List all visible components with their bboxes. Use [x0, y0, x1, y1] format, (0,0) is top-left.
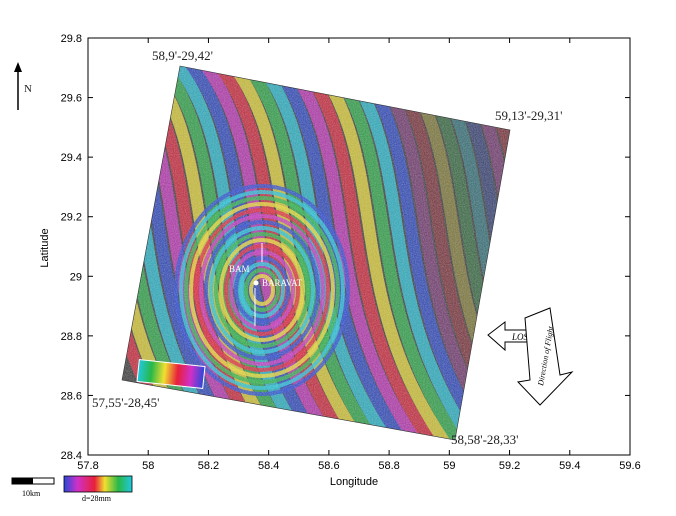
flight-direction-arrow: Direction of Flight [516, 307, 574, 406]
y-tick-label: 29.2 [61, 212, 82, 224]
y-tick-label: 29.8 [61, 33, 82, 45]
y-tick-label: 28.8 [61, 331, 82, 343]
y-axis-label: Latitude [39, 228, 51, 267]
x-ticks: 57.8 58 58.2 58.4 58.6 58.8 59 59.2 59.4 59.6 [77, 38, 641, 472]
y-tick-label: 29.6 [61, 93, 82, 105]
x-tick-label: 58 [142, 460, 154, 472]
x-tick-label: 59 [443, 460, 455, 472]
inset-colorbar [136, 359, 206, 389]
y-ticks: 29.8 29.6 29.4 29.2 29 28.8 28.6 28.4 [61, 33, 630, 462]
x-tick-label: 58.4 [258, 460, 279, 472]
x-tick-label: 59.2 [499, 460, 520, 472]
x-tick-label: 57.8 [77, 460, 98, 472]
colorbar-legend: d=28mm [63, 475, 133, 503]
x-tick-label: 59.6 [619, 460, 640, 472]
corner-top-right: 59,13'-29,31' [495, 108, 563, 123]
x-tick-label: 59.4 [559, 460, 580, 472]
scale-label: 10km [22, 489, 41, 498]
corner-bottom-right: 58,58'-28,33' [451, 432, 519, 447]
x-tick-label: 58.6 [318, 460, 339, 472]
place-baravat: BARAVAT [262, 278, 303, 288]
north-arrow: N [14, 62, 32, 110]
y-tick-label: 28.4 [61, 450, 82, 462]
place-markers: BAM BARAVAT [229, 243, 303, 326]
x-axis-label: Longitude [330, 476, 378, 488]
y-tick-label: 29 [70, 271, 82, 283]
x-tick-label: 58.2 [198, 460, 219, 472]
y-tick-label: 29.4 [61, 152, 82, 164]
los-label: LOS [511, 332, 529, 342]
corner-bottom-left: 57,55'-28,45' [92, 395, 160, 410]
corner-top-left: 58,9'-29,42' [152, 48, 213, 63]
north-label: N [24, 83, 32, 95]
y-tick-label: 28.6 [61, 390, 82, 402]
colorbar-label: d=28mm [82, 494, 112, 503]
place-bam: BAM [229, 264, 250, 274]
scale-bar: 10km [11, 477, 55, 498]
x-tick-label: 58.8 [378, 460, 399, 472]
